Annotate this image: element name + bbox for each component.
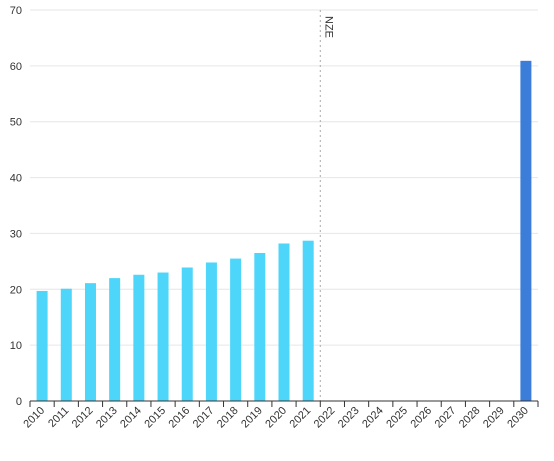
y-tick-label: 50: [10, 117, 22, 129]
bar-2030: [520, 60, 532, 402]
x-tick-label: 2013: [94, 405, 120, 431]
x-tick-label: 2010: [21, 405, 47, 431]
x-tick-label: 2021: [288, 405, 314, 431]
x-tick-label: 2015: [142, 405, 168, 431]
x-tick-label: 2016: [167, 405, 193, 431]
x-tick-label: 2011: [46, 405, 71, 430]
x-tick-label: 2023: [336, 405, 362, 431]
nze-label: NZE: [322, 16, 334, 38]
y-tick-label: 0: [16, 396, 22, 408]
bar-2020: [278, 243, 290, 401]
x-tick-label: 2027: [433, 405, 459, 431]
bar-2010: [36, 290, 48, 401]
x-tick-label: 2024: [360, 405, 386, 431]
bar-2019: [254, 252, 266, 401]
x-tick-label: 2019: [239, 405, 265, 431]
y-axis-tick-labels: 0 10 20 30 40 50 60 70: [10, 5, 22, 408]
x-tick-label: 2012: [70, 405, 96, 431]
x-tick-label: 2017: [191, 405, 217, 431]
bar-2016: [181, 267, 193, 401]
x-tick-label: 2025: [384, 405, 410, 431]
x-tick-label: 2029: [481, 405, 507, 431]
bars: [36, 60, 532, 402]
y-tick-label: 20: [10, 284, 22, 296]
y-tick-label: 10: [10, 340, 22, 352]
bar-2015: [157, 272, 169, 401]
x-tick-label: 2014: [118, 405, 144, 431]
y-tick-label: 30: [10, 228, 22, 240]
nze-divider: NZE: [319, 10, 334, 401]
x-tick-label: 2018: [215, 405, 241, 431]
x-tick-label: 2026: [408, 405, 434, 431]
y-tick-label: 60: [10, 61, 22, 73]
bar-2017: [205, 262, 217, 401]
bar-2014: [133, 274, 145, 401]
bar-2011: [60, 288, 72, 401]
bar-2018: [230, 258, 242, 401]
x-tick-label: 2022: [312, 405, 338, 431]
y-tick-label: 70: [10, 5, 22, 17]
y-tick-label: 40: [10, 173, 22, 185]
x-tick-label: 2030: [505, 405, 531, 431]
bar-2012: [84, 283, 96, 401]
x-tick-label: 2020: [263, 405, 289, 431]
bar-2021: [302, 240, 314, 401]
bar-2013: [109, 278, 121, 401]
x-axis-ticks: 2010201120122013201420152016201720182019…: [21, 401, 539, 431]
x-tick-label: 2028: [457, 405, 483, 431]
